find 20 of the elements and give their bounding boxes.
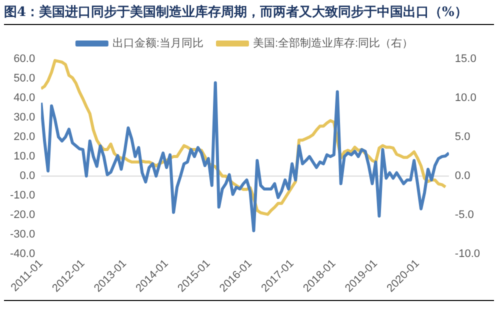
y2-tick-label: 0.0: [454, 170, 470, 182]
y2-tick-label: -5.0: [454, 209, 474, 222]
y-tick-label: -10.0: [10, 190, 36, 202]
y-tick-label: -30.0: [10, 228, 36, 241]
y-tick-label: -20.0: [10, 209, 36, 222]
chart-title: 图4：美国进口同步于美国制造业库存周期，而两者又大致同步于中国出口（%）: [4, 3, 494, 25]
y2-tick-label: 15.0: [454, 53, 476, 66]
y-tick-label: 50.0: [14, 72, 36, 85]
legend-label: 出口金额:当月同比: [112, 36, 204, 50]
y-tick-label: 30.0: [14, 112, 36, 124]
y2-tick-label: 10.0: [454, 92, 476, 104]
legend-label: 美国:全部制造业库存:同比（右）: [252, 36, 414, 50]
y-tick-label: -40.0: [10, 248, 36, 260]
y2-tick-label: 5.0: [454, 131, 470, 144]
y2-tick-label: -10.0: [454, 248, 480, 260]
y-tick-label: 0.0: [20, 170, 36, 182]
y-tick-label: 20.0: [14, 131, 36, 144]
y-tick-label: 60.0: [14, 53, 36, 66]
y-tick-label: 40.0: [14, 92, 36, 104]
y-tick-label: 10.0: [14, 150, 36, 163]
